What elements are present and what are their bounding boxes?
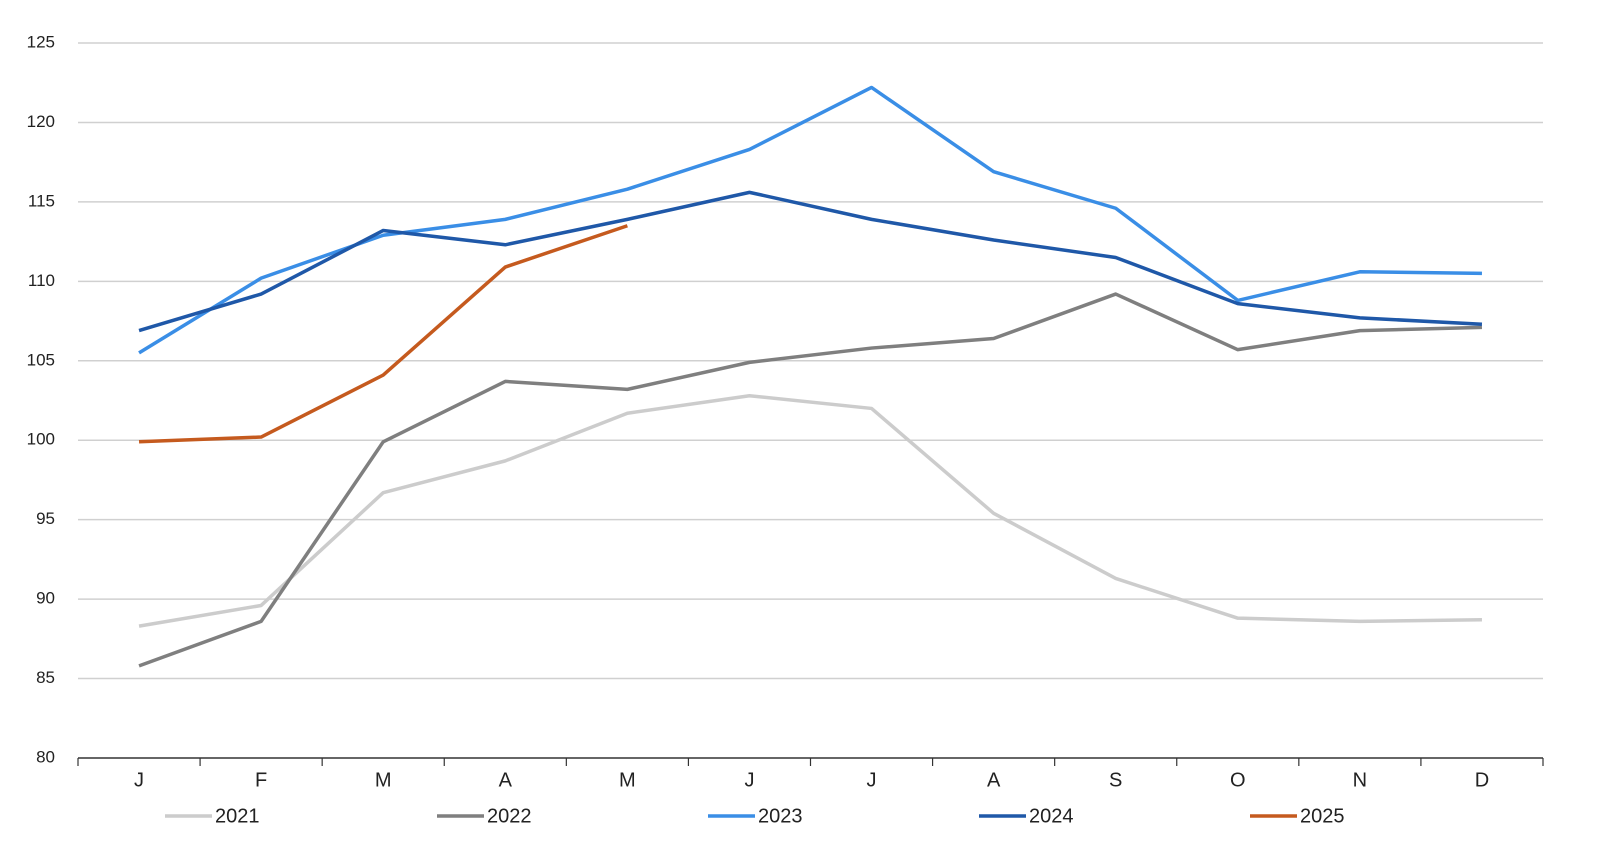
x-tick-label: A	[987, 769, 1001, 791]
series-line	[138, 224, 628, 444]
y-tick-label: 100	[27, 430, 55, 449]
x-tick-label: O	[1230, 769, 1246, 791]
x-tick-label: F	[255, 769, 267, 791]
x-tick-label: J	[134, 769, 144, 791]
y-tick-label: 125	[27, 32, 55, 51]
y-tick-label: 120	[27, 112, 55, 131]
y-tick-label: 115	[28, 191, 55, 210]
x-tick-label: A	[499, 769, 513, 791]
x-tick-label: J	[867, 769, 877, 791]
x-tick-label: M	[619, 769, 636, 791]
y-tick-label: 110	[28, 271, 55, 290]
legend-label: 2022	[487, 805, 532, 827]
legend-label: 2023	[758, 805, 803, 827]
series-line	[138, 393, 1482, 628]
legend-label: 2025	[1300, 805, 1345, 827]
x-tick-label: J	[744, 769, 754, 791]
y-tick-label: 95	[36, 509, 55, 528]
series-line	[138, 292, 1483, 668]
y-tick-label: 90	[36, 589, 55, 608]
series-line	[138, 85, 1482, 355]
x-tick-label: S	[1109, 769, 1122, 791]
legend-label: 2024	[1029, 805, 1074, 827]
series-line	[138, 190, 1483, 333]
legend-label: 2021	[215, 805, 260, 827]
y-tick-label: 85	[36, 668, 55, 687]
x-tick-label: M	[375, 769, 392, 791]
y-tick-label: 105	[27, 350, 55, 369]
y-tick-label: 80	[36, 747, 55, 766]
x-tick-label: N	[1353, 769, 1367, 791]
x-tick-label: D	[1475, 769, 1489, 791]
